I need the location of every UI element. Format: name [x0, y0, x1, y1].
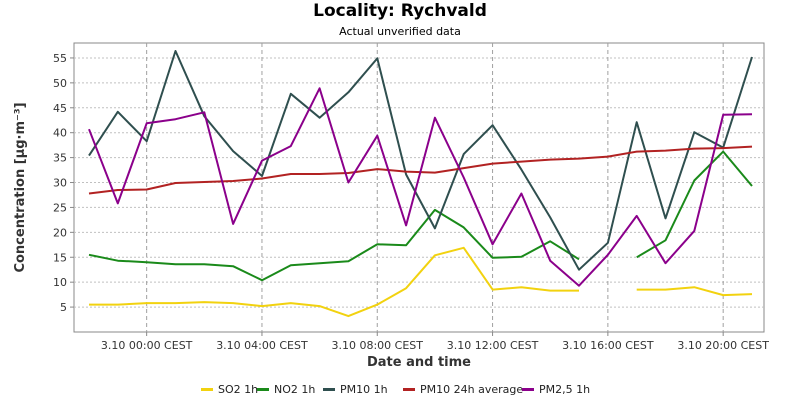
x-axis-label: Date and time [367, 355, 471, 370]
y-tick-label: 35 [53, 152, 67, 165]
series-line-pm2-5-1h [88, 87, 753, 287]
y-tick-label: 10 [53, 276, 67, 289]
series-line-so2-1h [636, 286, 753, 297]
series-line-pm10-1h [88, 50, 753, 271]
y-axis-ticks: 5 10 15 20 25 30 35 40 45 50 55 [53, 52, 74, 314]
legend-label: NO2 1h [274, 382, 316, 396]
legend-item-pm2-5-1h: PM2,5 1h [522, 381, 590, 397]
legend-item-so2-1h: SO2 1h [201, 381, 258, 397]
legend-item-pm10-24h-average: PM10 24h average [403, 381, 523, 397]
grid-lines [74, 43, 764, 332]
y-tick-label: 5 [60, 301, 67, 314]
legend-swatch [257, 387, 269, 391]
plot-frame [73, 42, 765, 333]
x-tick-label: 3.10 12:00 CEST [447, 339, 539, 352]
series-lines [88, 50, 753, 318]
legend-swatch [403, 387, 415, 391]
legend-label: PM2,5 1h [539, 382, 591, 396]
y-tick-label: 50 [53, 77, 67, 90]
legend-label: SO2 1h [218, 382, 259, 396]
x-tick-label: 3.10 20:00 CEST [677, 339, 769, 352]
y-axis-label: Concentration [µg·m⁻³] [13, 102, 28, 272]
x-axis-ticks: 3.10 00:00 CEST 3.10 04:00 CEST 3.10 08:00… [101, 332, 769, 352]
legend: SO2 1h NO2 1h PM10 1h PM10 24h average PM2,5… [0, 381, 800, 397]
x-tick-label: 3.10 00:00 CEST [101, 339, 193, 352]
series-line-so2-1h [89, 246, 579, 318]
legend-label: PM10 1h [340, 382, 388, 396]
y-tick-label: 45 [53, 102, 67, 115]
y-tick-label: 40 [53, 127, 67, 140]
legend-item-pm10-1h: PM10 1h [323, 381, 388, 397]
y-tick-label: 30 [53, 177, 67, 190]
chart-subtitle: Actual unverified data [339, 25, 461, 38]
x-tick-label: 3.10 16:00 CEST [562, 339, 654, 352]
legend-label: PM10 24h average [420, 382, 524, 396]
x-tick-label: 3.10 08:00 CEST [331, 339, 423, 352]
plot-area [73, 42, 765, 333]
series-line-no2-1h [88, 208, 580, 282]
chart-title: Locality: Rychvald [313, 1, 487, 21]
y-tick-label: 25 [53, 201, 67, 214]
x-tick-label: 3.10 04:00 CEST [216, 339, 308, 352]
legend-item-no2-1h: NO2 1h [257, 381, 315, 397]
y-tick-label: 55 [53, 52, 67, 65]
legend-swatch [201, 387, 213, 391]
y-tick-label: 15 [53, 251, 67, 264]
y-tick-label: 20 [53, 226, 67, 239]
legend-swatch [323, 387, 335, 391]
legend-swatch [522, 387, 534, 391]
